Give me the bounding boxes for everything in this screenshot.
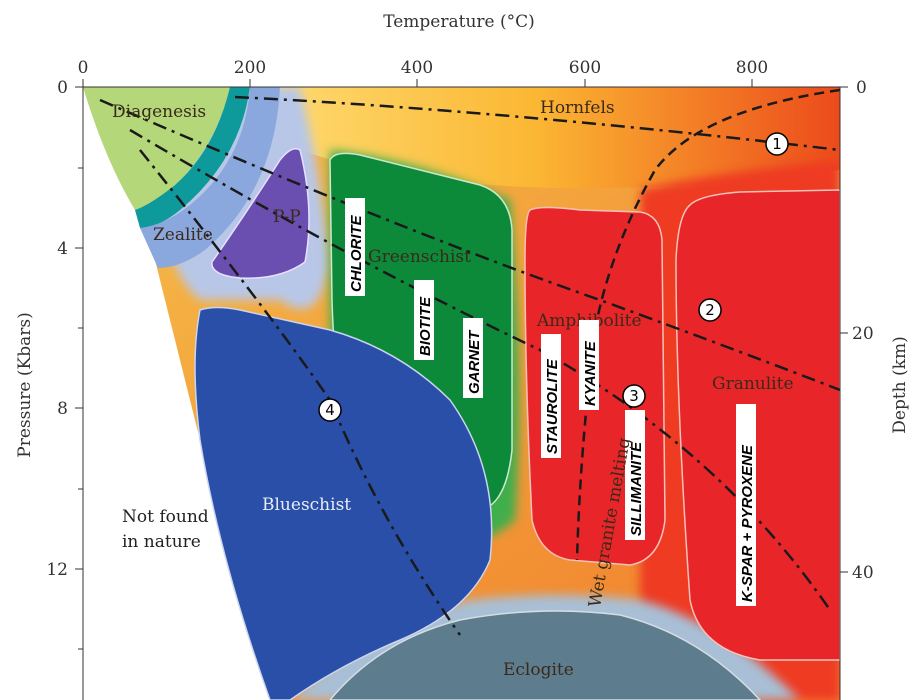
mineral-staurolite: STAUROLITE: [541, 334, 561, 458]
zealite-region: [140, 87, 280, 268]
temp-tick-800: 800: [736, 58, 768, 78]
svg-text:CHLORITE: CHLORITE: [348, 214, 365, 292]
zealite-band: [135, 87, 250, 228]
pressure-tick-12: 12: [46, 560, 68, 580]
pressure-tick-4: 4: [57, 239, 68, 259]
svg-text:K-SPAR + PYROXENE: K-SPAR + PYROXENE: [739, 444, 756, 602]
marker-1: 1: [765, 132, 789, 156]
depth-tick-20: 20: [852, 324, 874, 344]
mineral-biotite: BIOTITE: [414, 280, 434, 360]
svg-text:BIOTITE: BIOTITE: [417, 296, 434, 356]
label-not-found-line2: in nature: [122, 532, 201, 552]
label-hornfels: Hornfels: [540, 98, 615, 118]
svg-text:GARNET: GARNET: [466, 329, 483, 394]
mineral-kyanite: KYANITE: [579, 320, 599, 410]
wet-granite-melting-curve: [575, 88, 840, 561]
svg-text:STAUROLITE: STAUROLITE: [544, 358, 561, 454]
geotherm-1: [234, 95, 840, 152]
pressure-ticks: 0 4 8 12: [46, 78, 83, 650]
pp-region: [211, 148, 310, 279]
temp-tick-400: 400: [401, 58, 433, 78]
temp-tick-0: 0: [78, 58, 89, 78]
label-pp: P-P: [273, 207, 301, 227]
depth-ticks: 0 20 40: [840, 78, 874, 583]
svg-text:4: 4: [325, 401, 335, 419]
svg-text:KYANITE: KYANITE: [582, 340, 599, 406]
mineral-kspar-pyroxene: K-SPAR + PYROXENE: [736, 404, 756, 606]
label-zealite: Zealite: [153, 225, 213, 245]
temperature-axis-title: Temperature (°C): [383, 12, 535, 32]
label-eclogite: Eclogite: [503, 660, 574, 680]
depth-axis-title: Depth (km): [890, 336, 910, 433]
label-not-found-line1: Not found: [122, 507, 209, 527]
mineral-sillimanite: SILLIMANITE: [625, 410, 645, 540]
marker-2: 2: [698, 298, 722, 322]
depth-tick-0: 0: [856, 78, 867, 98]
mineral-chlorite: CHLORITE: [345, 198, 365, 296]
label-diagenesis: Diagenesis: [112, 102, 206, 122]
not-found-region: [83, 87, 290, 700]
pressure-axis-title: Pressure (Kbars): [15, 312, 35, 457]
geotherm-4: [139, 149, 462, 636]
pressure-tick-0: 0: [57, 78, 68, 98]
pressure-tick-8: 8: [57, 399, 68, 419]
label-blueschist: Blueschist: [262, 495, 351, 515]
temp-tick-600: 600: [569, 58, 601, 78]
svg-text:3: 3: [629, 387, 639, 405]
eclogite-region: [329, 610, 762, 700]
diagenesis-region: [83, 87, 230, 210]
blueschist-region: [194, 306, 493, 700]
svg-text:1: 1: [772, 135, 782, 153]
temperature-ticks: 0 200 400 600 800: [78, 58, 768, 87]
marker-3: 3: [622, 384, 646, 408]
label-greenschist: Greenschist: [368, 247, 471, 267]
svg-text:2: 2: [705, 301, 715, 319]
mineral-garnet: GARNET: [463, 318, 483, 398]
depth-tick-40: 40: [852, 563, 874, 583]
svg-text:SILLIMANITE: SILLIMANITE: [628, 441, 645, 536]
temp-tick-200: 200: [234, 58, 266, 78]
label-granulite: Granulite: [712, 374, 794, 394]
marker-4: 4: [318, 398, 342, 422]
